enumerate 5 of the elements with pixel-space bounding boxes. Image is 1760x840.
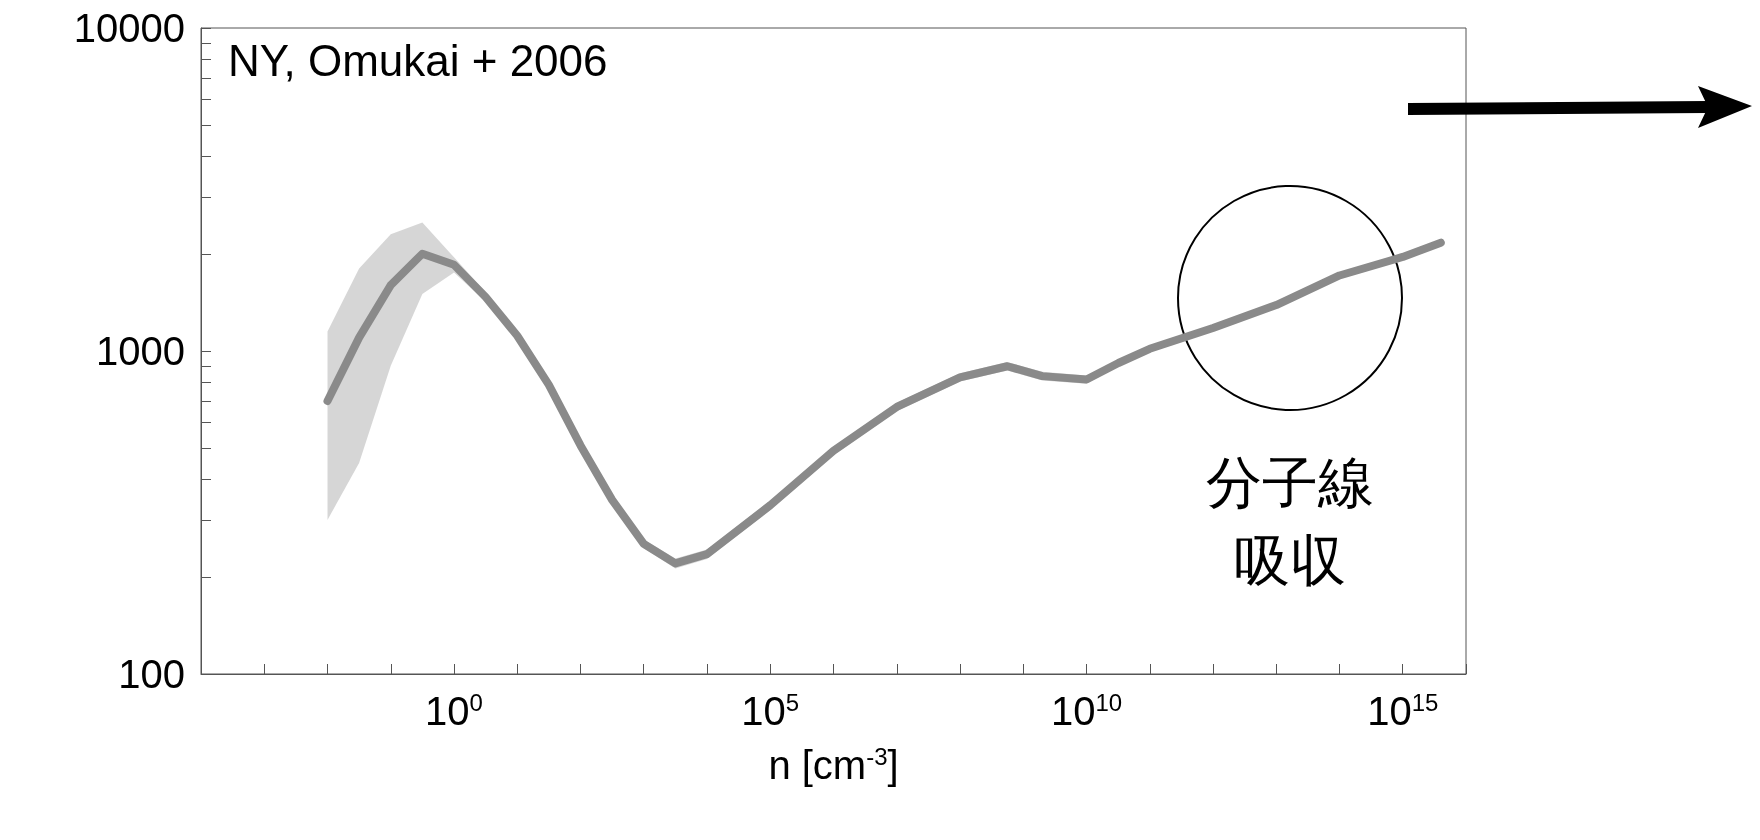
annotation: NY, Omukai + 2006 xyxy=(228,35,608,85)
y-tick-label: 1000 xyxy=(96,329,185,373)
y-tick-label: 100 xyxy=(118,652,185,696)
annotation: 分子線吸収 xyxy=(1206,450,1374,592)
y-tick-label: 10000 xyxy=(73,6,185,50)
